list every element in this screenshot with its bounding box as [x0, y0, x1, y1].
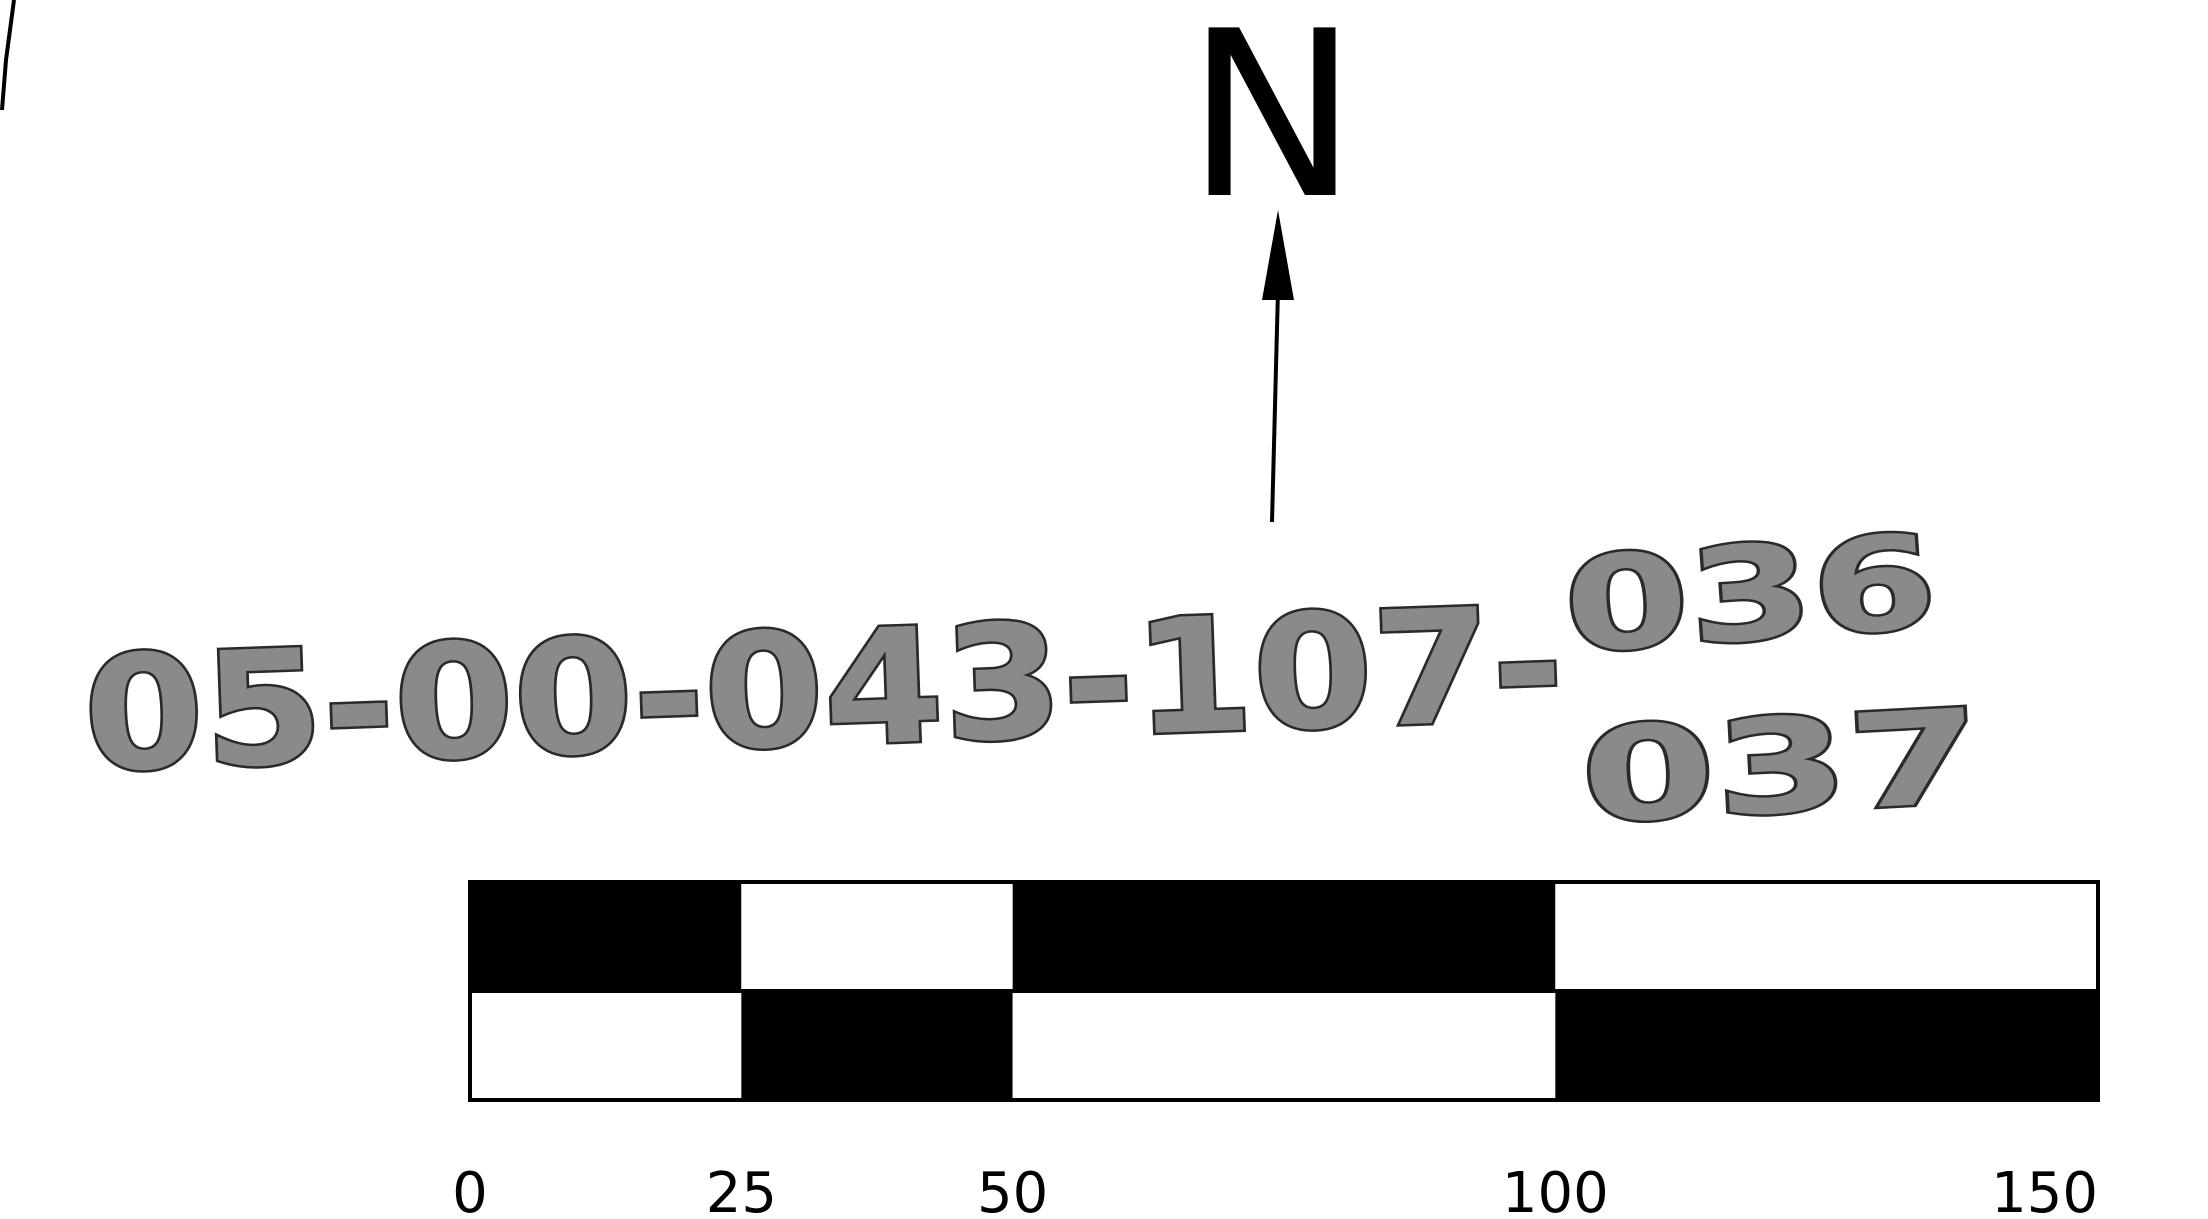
north-arrow-shaft — [1270, 289, 1280, 523]
map-boundary-line — [0, 0, 16, 111]
scale-segment-top-4 — [1555, 882, 2098, 991]
north-arrow: N — [1186, 0, 1358, 523]
scale-segment-bottom-4 — [1555, 991, 2098, 1100]
scale-bar: 0 25 50 100 150 — [452, 880, 2100, 1219]
scale-segment-bottom-1 — [470, 991, 742, 1100]
parcel-number-main: 05-00-043-107- — [81, 572, 1567, 808]
scale-segment-top-2 — [741, 882, 1013, 991]
parcel-number-suffix-bottom: 037 — [1578, 680, 1985, 853]
scale-segment-bottom-3 — [1012, 991, 1556, 1100]
scale-segment-top-1 — [470, 882, 742, 991]
scale-tick-label-50: 50 — [977, 1161, 1048, 1219]
parcel-number-suffix-top: 036 — [1560, 505, 1942, 683]
scale-segment-bottom-2 — [741, 991, 1013, 1100]
scale-tick-label-150: 150 — [1991, 1161, 2098, 1219]
scale-tick-label-100: 100 — [1502, 1161, 1609, 1219]
scale-tick-label-0: 0 — [452, 1161, 488, 1219]
north-arrow-head — [1262, 210, 1294, 300]
scale-segment-top-3 — [1012, 882, 1556, 991]
parcel-number: 05-00-043-107- 036 037 — [78, 503, 1987, 856]
scale-tick-label-25: 25 — [706, 1161, 777, 1219]
north-arrow-label: N — [1186, 0, 1358, 250]
